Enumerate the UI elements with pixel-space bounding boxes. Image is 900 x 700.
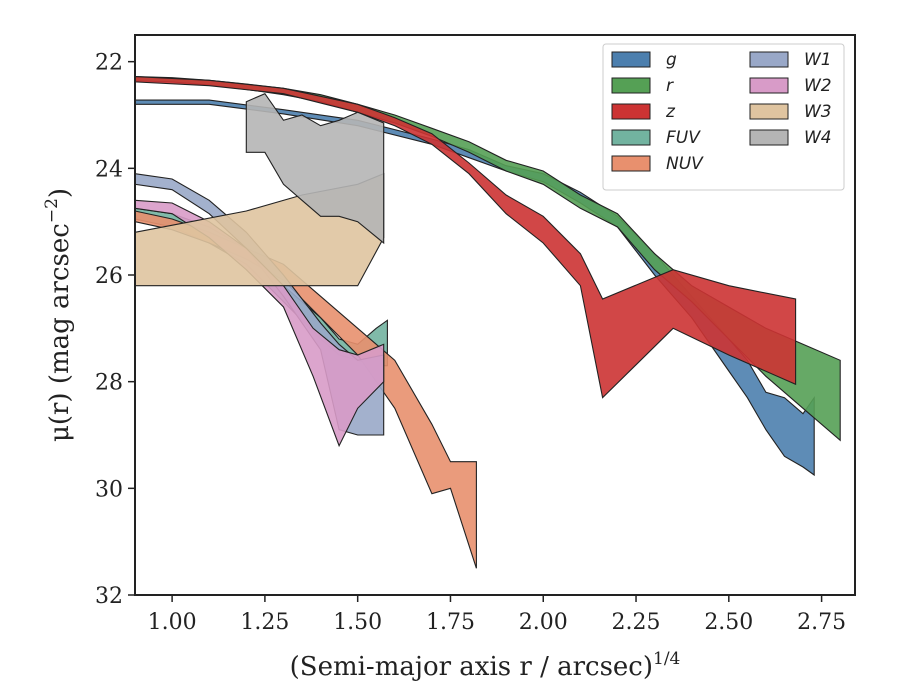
legend-swatch-w4 [749,129,789,146]
y-axis-title: μ(r) (mag arcsec−2) [42,188,75,442]
legend-label-w3: W3 [804,102,832,122]
x-tick-label: 1.25 [240,610,289,635]
x-tick-label: 2.50 [704,610,753,635]
legend-label-r: r [666,76,674,96]
band-z [134,76,797,399]
y-axis-ticks: 22 24 26 28 30 32 [95,51,135,609]
legend: grz FUV NUV W1 W2 W3 W4 [602,43,845,191]
y-tick-label: 30 [95,477,123,502]
legend-label-g: g [666,50,677,70]
legend-swatch-z [611,103,651,120]
x-tick-label: 1.00 [148,610,197,635]
legend-label-w2: W2 [804,76,832,96]
profile-bands [134,76,841,569]
legend-label-fuv: FUV [666,128,701,148]
x-tick-label: 2.25 [612,610,661,635]
legend-swatch-w2 [749,77,789,94]
x-tick-label: 1.75 [426,610,475,635]
legend-swatch-w3 [749,103,789,120]
x-tick-label: 1.50 [333,610,382,635]
plot-frame [134,34,856,596]
x-axis-ticks: 1.00 1.25 1.50 1.75 2.00 2.25 2.50 2.75 [148,595,846,635]
y-tick-label: 28 [95,371,123,396]
y-tick-label: 22 [95,51,123,76]
legend-swatch-fuv [611,129,651,146]
legend-swatch-w1 [749,51,789,68]
x-tick-label: 2.75 [797,610,846,635]
x-axis-title: (Semi-major axis r / arcsec)1/4 [290,649,681,682]
legend-label-nuv: NUV [666,154,704,174]
legend-label-w1: W1 [804,50,832,70]
legend-items: grz FUV NUV W1 W2 W3 W4 [611,50,832,174]
y-tick-label: 26 [95,264,123,289]
legend-swatch-r [611,77,651,94]
y-tick-label: 24 [95,157,123,182]
band-w4 [245,93,385,245]
legend-swatch-nuv [611,155,651,172]
legend-label-z: z [665,102,676,122]
legend-label-w4: W4 [804,128,832,148]
y-tick-label: 32 [95,584,123,609]
legend-swatch-g [611,51,651,68]
x-tick-label: 2.00 [519,610,568,635]
